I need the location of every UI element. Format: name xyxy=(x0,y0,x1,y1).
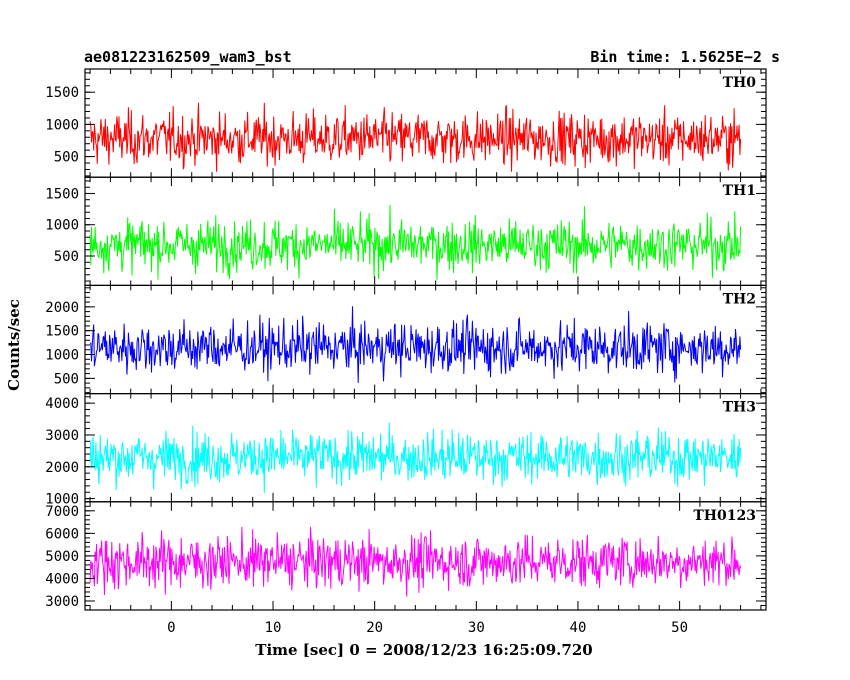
y-tick-label: 4000 xyxy=(45,396,79,412)
y-tick-label: 6000 xyxy=(45,526,79,542)
x-tick-label: 0 xyxy=(167,620,175,636)
y-tick-label: 2000 xyxy=(45,300,79,316)
y-axis-title: Counts/sec xyxy=(5,299,23,391)
x-tick-label: 40 xyxy=(570,620,587,636)
y-tick-label: 7000 xyxy=(45,504,79,520)
y-tick-label: 1000 xyxy=(45,348,79,364)
y-tick-label: 1000 xyxy=(45,117,79,133)
panel-label: TH1 xyxy=(723,183,756,199)
panel-label: TH2 xyxy=(723,291,756,307)
panel-th0: 500 1000 1500 TH0 xyxy=(45,68,767,178)
series-th2 xyxy=(89,306,742,383)
y-tick-label: 1000 xyxy=(45,218,79,234)
panel-th3: 1000 2000 3000 4000 TH3 xyxy=(45,393,767,508)
y-tick-label: 1500 xyxy=(45,324,79,340)
figure-title: ae081223162509_wam3_bst xyxy=(84,48,292,66)
panel-label: TH0 xyxy=(723,75,757,91)
x-tick-label: 10 xyxy=(265,620,282,636)
y-tick-label: 1000 xyxy=(45,492,79,508)
panel-th1: 500 1000 1500 TH1 xyxy=(45,176,767,286)
x-axis-title: Time [sec] 0 = 2008/12/23 16:25:09.720 xyxy=(255,641,592,659)
y-tick-label: 500 xyxy=(54,249,79,265)
x-tick-label: 30 xyxy=(468,620,485,636)
x-tick-label: 20 xyxy=(366,620,383,636)
series-th0 xyxy=(89,102,742,172)
series-th0123 xyxy=(89,526,742,597)
panel-label: TH3 xyxy=(723,400,756,416)
y-tick-label: 2000 xyxy=(45,460,79,476)
y-tick-label: 3000 xyxy=(45,594,79,610)
panel-th0123: 3000 4000 5000 6000 7000 TH0123 xyxy=(45,501,767,611)
y-tick-label: 3000 xyxy=(45,428,79,444)
y-tick-label: 1500 xyxy=(45,85,79,101)
y-tick-label: 5000 xyxy=(45,549,79,565)
x-tick-label: 50 xyxy=(671,620,688,636)
y-tick-label: 4000 xyxy=(45,571,79,587)
y-tick-label: 500 xyxy=(54,150,79,166)
bin-time-label: Bin time: 1.5625E−2 s xyxy=(590,48,780,66)
series-th3 xyxy=(89,422,742,494)
series-th1 xyxy=(89,204,742,280)
panel-th2: 500 1000 1500 2000 TH2 xyxy=(45,284,767,395)
y-tick-label: 500 xyxy=(54,371,79,387)
panel-label: TH0123 xyxy=(693,508,756,524)
y-tick-label: 1500 xyxy=(45,186,79,202)
